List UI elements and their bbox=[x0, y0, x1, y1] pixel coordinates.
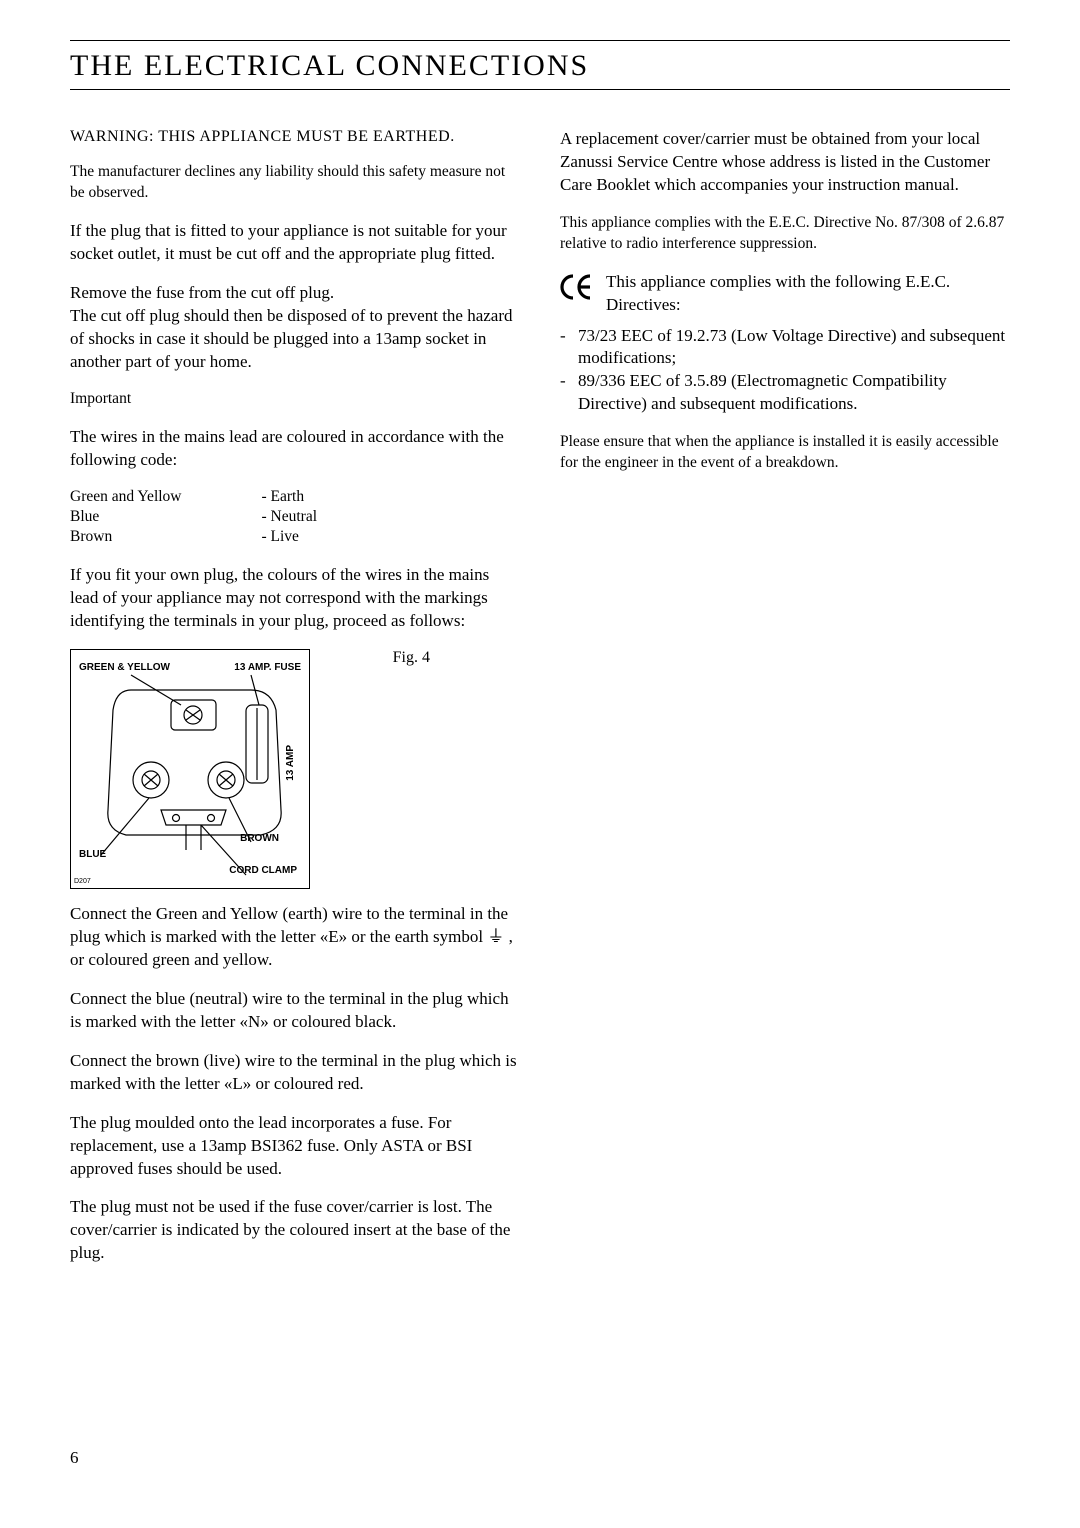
directive-text: 73/23 EEC of 19.2.73 (Low Voltage Direct… bbox=[578, 325, 1010, 371]
para-connect-earth: Connect the Green and Yellow (earth) wir… bbox=[70, 903, 520, 972]
para-eec-compliance: This appliance complies with the E.E.C. … bbox=[560, 213, 1010, 255]
page-number: 6 bbox=[70, 1448, 79, 1468]
wire-colour: Green and Yellow bbox=[70, 488, 262, 508]
wire-colour: Blue bbox=[70, 508, 262, 528]
ce-mark-row: This appliance complies with the followi… bbox=[560, 271, 1010, 317]
table-row: Green and Yellow - Earth bbox=[70, 488, 317, 508]
wire-role: - Earth bbox=[262, 488, 318, 508]
ce-svg bbox=[560, 273, 594, 301]
page: THE ELECTRICAL CONNECTIONS WARNING: THIS… bbox=[0, 0, 1080, 1321]
figure-4: Fig. 4 GREEN & YELLOW 13 AMP. FUSE 13 AM… bbox=[70, 649, 520, 889]
wire-role: - Live bbox=[262, 528, 318, 548]
para-plug-unsuitable: If the plug that is fitted to your appli… bbox=[70, 220, 520, 266]
para-connect-neutral: Connect the blue (neutral) wire to the t… bbox=[70, 988, 520, 1034]
wire-colour: Brown bbox=[70, 528, 262, 548]
para-fuse-replacement: The plug moulded onto the lead incorpora… bbox=[70, 1112, 520, 1181]
para-fuse-cover: The plug must not be used if the fuse co… bbox=[70, 1196, 520, 1265]
para-remove-fuse: Remove the fuse from the cut off plug. T… bbox=[70, 282, 520, 374]
dash: - bbox=[560, 370, 578, 416]
para-wire-code: The wires in the mains lead are coloured… bbox=[70, 426, 520, 472]
rule-bottom bbox=[70, 89, 1010, 90]
page-title: THE ELECTRICAL CONNECTIONS bbox=[70, 49, 1010, 83]
para-liability: The manufacturer declines any liability … bbox=[70, 162, 520, 204]
right-column: A replacement cover/carrier must be obta… bbox=[560, 128, 1010, 1281]
para-replacement-cover: A replacement cover/carrier must be obta… bbox=[560, 128, 1010, 197]
rule-top bbox=[70, 40, 1010, 41]
para-own-plug: If you fit your own plug, the colours of… bbox=[70, 564, 520, 633]
wire-colour-table: Green and Yellow - Earth Blue - Neutral … bbox=[70, 488, 317, 548]
wire-role: - Neutral bbox=[262, 508, 318, 528]
ce-directive-intro: This appliance complies with the followi… bbox=[606, 271, 1010, 317]
dash: - bbox=[560, 325, 578, 371]
para-accessible: Please ensure that when the appliance is… bbox=[560, 432, 1010, 474]
left-column: WARNING: THIS APPLIANCE MUST BE EARTHED.… bbox=[70, 128, 520, 1281]
para-connect-live: Connect the brown (live) wire to the ter… bbox=[70, 1050, 520, 1096]
directive-list: - 73/23 EEC of 19.2.73 (Low Voltage Dire… bbox=[560, 325, 1010, 417]
table-row: Brown - Live bbox=[70, 528, 317, 548]
figure-label: Fig. 4 bbox=[393, 649, 430, 667]
table-row: Blue - Neutral bbox=[70, 508, 317, 528]
directive-text: 89/336 EEC of 3.5.89 (Electromagnetic Co… bbox=[578, 370, 1010, 416]
columns: WARNING: THIS APPLIANCE MUST BE EARTHED.… bbox=[70, 128, 1010, 1281]
list-item: - 89/336 EEC of 3.5.89 (Electromagnetic … bbox=[560, 370, 1010, 416]
important-heading: Important bbox=[70, 389, 520, 410]
ce-mark-icon bbox=[560, 271, 594, 317]
warning-heading: WARNING: THIS APPLIANCE MUST BE EARTHED. bbox=[70, 128, 520, 146]
plug-diagram: GREEN & YELLOW 13 AMP. FUSE 13 AMP BLUE … bbox=[70, 649, 310, 889]
plug-svg bbox=[71, 650, 311, 890]
list-item: - 73/23 EEC of 19.2.73 (Low Voltage Dire… bbox=[560, 325, 1010, 371]
